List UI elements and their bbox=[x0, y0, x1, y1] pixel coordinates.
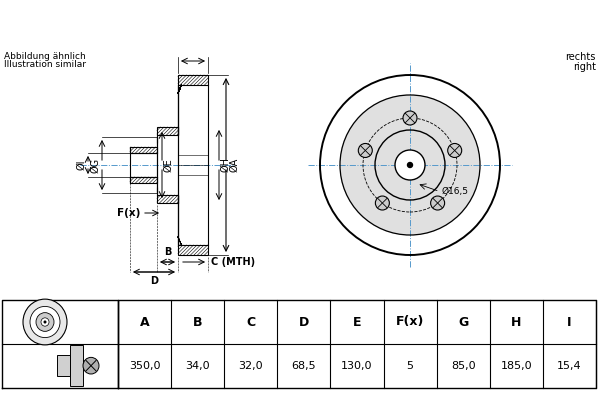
Text: 32,0: 32,0 bbox=[238, 361, 263, 371]
Polygon shape bbox=[130, 147, 157, 153]
Text: 185,0: 185,0 bbox=[500, 361, 532, 371]
Text: B: B bbox=[193, 316, 202, 328]
Text: ØA: ØA bbox=[229, 158, 239, 172]
Polygon shape bbox=[130, 177, 157, 183]
Circle shape bbox=[30, 306, 60, 338]
Circle shape bbox=[83, 357, 99, 374]
Text: D: D bbox=[150, 276, 158, 286]
Text: D: D bbox=[299, 316, 309, 328]
Text: F(x): F(x) bbox=[116, 208, 140, 218]
Polygon shape bbox=[178, 245, 208, 255]
Text: 130,0: 130,0 bbox=[341, 361, 373, 371]
Text: 85,0: 85,0 bbox=[451, 361, 476, 371]
Text: ØI: ØI bbox=[76, 160, 86, 170]
Text: H: H bbox=[511, 316, 521, 328]
Polygon shape bbox=[178, 75, 208, 85]
Circle shape bbox=[41, 318, 49, 326]
Circle shape bbox=[358, 144, 373, 158]
Polygon shape bbox=[157, 127, 178, 135]
Polygon shape bbox=[70, 345, 83, 386]
Text: C (MTH): C (MTH) bbox=[211, 257, 255, 267]
Text: ØE: ØE bbox=[163, 158, 173, 172]
Text: 24.0134-0124.1    434124: 24.0134-0124.1 434124 bbox=[170, 15, 430, 33]
Text: C: C bbox=[246, 316, 256, 328]
Text: Illustration similar: Illustration similar bbox=[4, 60, 86, 69]
Text: 350,0: 350,0 bbox=[129, 361, 160, 371]
Polygon shape bbox=[57, 355, 70, 376]
Text: G: G bbox=[458, 316, 469, 328]
Text: 5: 5 bbox=[407, 361, 413, 371]
Circle shape bbox=[431, 196, 445, 210]
Text: B: B bbox=[164, 247, 171, 257]
Text: A: A bbox=[140, 316, 149, 328]
Circle shape bbox=[340, 95, 480, 235]
Text: I: I bbox=[567, 316, 572, 328]
Text: 15,4: 15,4 bbox=[557, 361, 582, 371]
Text: ØG: ØG bbox=[90, 158, 100, 172]
Circle shape bbox=[36, 313, 54, 331]
Circle shape bbox=[403, 111, 417, 125]
Circle shape bbox=[395, 150, 425, 180]
Circle shape bbox=[407, 162, 413, 168]
Text: right: right bbox=[573, 62, 596, 72]
Text: F(x): F(x) bbox=[396, 316, 424, 328]
Circle shape bbox=[448, 144, 461, 158]
Text: ØH: ØH bbox=[220, 158, 230, 172]
Text: Ø16,5: Ø16,5 bbox=[442, 187, 469, 196]
Text: Abbildung ähnlich: Abbildung ähnlich bbox=[4, 52, 86, 61]
Circle shape bbox=[376, 196, 389, 210]
Text: 34,0: 34,0 bbox=[185, 361, 210, 371]
Circle shape bbox=[44, 320, 47, 324]
Circle shape bbox=[23, 299, 67, 345]
Text: rechts: rechts bbox=[566, 52, 596, 62]
Text: 68,5: 68,5 bbox=[292, 361, 316, 371]
Text: E: E bbox=[353, 316, 361, 328]
Polygon shape bbox=[157, 195, 178, 203]
